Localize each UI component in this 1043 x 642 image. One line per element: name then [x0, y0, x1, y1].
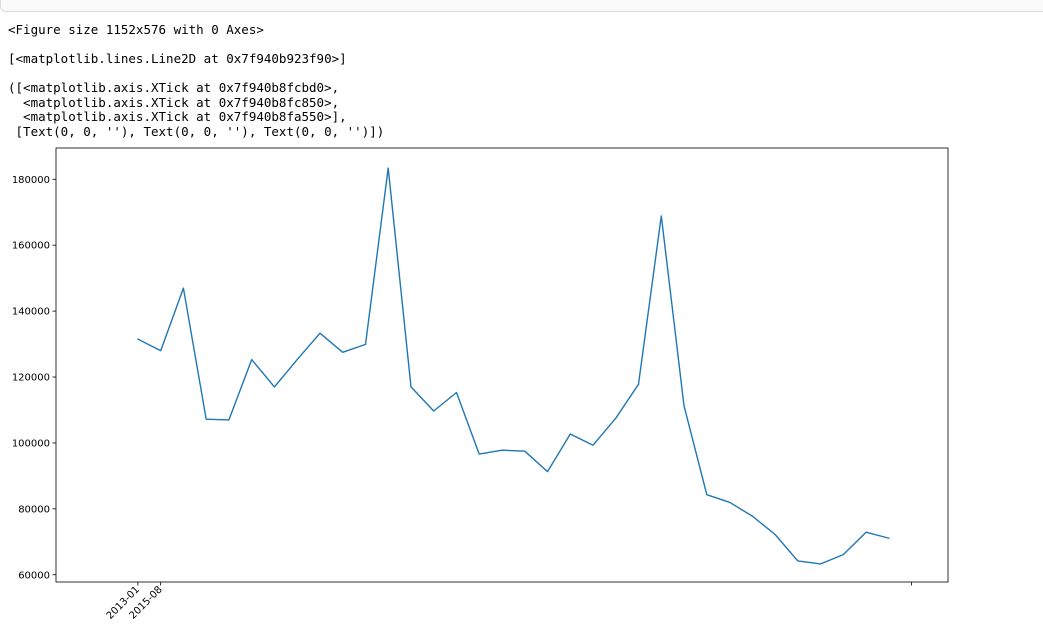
- y-tick-label-80000: 80000: [18, 504, 50, 515]
- y-tick-label-60000: 60000: [18, 570, 50, 581]
- y-tick-label-100000: 100000: [12, 438, 50, 449]
- xticks-repr-line-3: <matplotlib.axis.XTick at 0x7f940b8fa550…: [8, 109, 347, 124]
- y-tick-label-120000: 120000: [12, 373, 50, 384]
- series-line-0: [136, 167, 890, 565]
- xticks-repr-line-1: ([<matplotlib.axis.XTick at 0x7f940b8fcb…: [8, 80, 340, 95]
- cell-top-border: [0, 0, 1043, 12]
- line-repr-output: [<matplotlib.lines.Line2D at 0x7f940b923…: [8, 51, 347, 66]
- figure-repr-output: <Figure size 1152x576 with 0 Axes>: [8, 22, 264, 37]
- y-tick-label-140000: 140000: [12, 307, 50, 318]
- axes-frame: [55, 147, 949, 583]
- xticks-repr-line-2: <matplotlib.axis.XTick at 0x7f940b8fc850…: [8, 95, 340, 110]
- xticks-repr-line-4: [Text(0, 0, ''), Text(0, 0, ''), Text(0,…: [8, 124, 385, 139]
- y-tick-label-180000: 180000: [12, 175, 50, 186]
- y-tick-label-160000: 160000: [12, 241, 50, 252]
